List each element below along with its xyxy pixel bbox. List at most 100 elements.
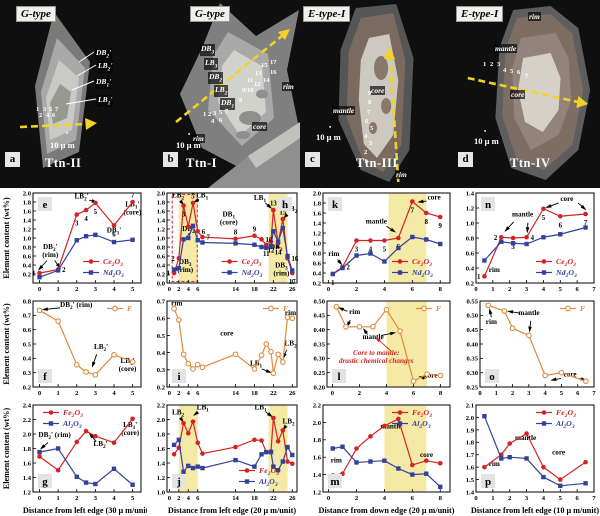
svg-text:3: 3 <box>355 247 359 254</box>
svg-text:0: 0 <box>168 390 172 397</box>
svg-text:core: core <box>560 195 573 203</box>
svg-text:2: 2 <box>355 286 359 293</box>
svg-text:4: 4 <box>112 495 116 502</box>
svg-text:F: F <box>580 304 586 313</box>
svg-text:1.9: 1.9 <box>466 427 475 434</box>
svg-text:(core): (core) <box>220 218 238 226</box>
traverse-point-number: 1 <box>203 111 207 118</box>
traverse-point-number: 17 <box>270 59 277 66</box>
svg-text:n: n <box>485 199 491 211</box>
zone-label: LB2 <box>214 85 229 97</box>
svg-text:rim: rim <box>331 456 342 464</box>
zone-label: core <box>510 90 526 99</box>
svg-text:1.8: 1.8 <box>313 437 322 444</box>
svg-text:7: 7 <box>592 286 596 293</box>
svg-text:1.6: 1.6 <box>23 460 32 467</box>
svg-text:0.6: 0.6 <box>157 316 166 323</box>
chart-grid: 0.2 0.4 0.6 0.8 1.0 1.2 1.4 1.6 1.8 2.0 0 1 2 3 4 5 DB2'… <box>0 188 600 516</box>
svg-text:Distance from left edge (20 μ: Distance from left edge (20 μ m/unit) <box>168 506 296 515</box>
svg-text:7: 7 <box>206 235 210 242</box>
chart-o-plot: 0.25 0.30 0.35 0.40 0.45 0.50 0.55 0 1 2 3 4 5 6 7 rim m… <box>466 298 596 397</box>
svg-text:core: core <box>424 372 437 380</box>
traverse-point-number: 8 <box>368 99 372 106</box>
svg-text:0: 0 <box>327 495 331 502</box>
traverse-arrow <box>388 57 400 183</box>
chart-h-plot: 0.00.20.40.60.81.01.21.41.61.82.00 2 4 6 14 1… <box>157 190 299 293</box>
svg-text:j: j <box>176 476 181 488</box>
svg-text:Nd2O3: Nd2O3 <box>411 268 433 279</box>
svg-text:4: 4 <box>383 286 387 293</box>
svg-text:Distance from left edge (10 μ: Distance from left edge (10 μ m/unit) <box>471 506 599 515</box>
chart-f-plot: 0.2 0.3 0.4 0.5 0.6 0.7 0.8 0 1 2 3 4 5 DB2' (rim) LB2… <box>2 298 142 397</box>
svg-text:1.2: 1.2 <box>23 489 32 496</box>
svg-text:0.4: 0.4 <box>157 262 166 269</box>
svg-text:0.3: 0.3 <box>23 370 32 377</box>
svg-text:rim: rim <box>328 250 339 258</box>
svg-text:6: 6 <box>411 286 415 293</box>
svg-text:1.4: 1.4 <box>23 217 32 224</box>
svg-text:26: 26 <box>289 495 296 502</box>
svg-text:5: 5 <box>131 390 135 397</box>
svg-text:15: 15 <box>279 210 286 217</box>
svg-text:LB2': LB2' <box>93 440 107 450</box>
chart-panel-k: 0.2 0.4 0.6 0.8 1.0 1.2 1.4 1.6 1.8 2.0 0 2 4 6 8 rim ma… <box>303 188 456 296</box>
chart-panel-m: 1.2 1.4 1.6 1.8 2.0 2.2 0 2 4 6 8 rim mantle core Fe2O… <box>303 400 456 516</box>
traverse-point-number: 5 <box>510 68 514 75</box>
svg-text:LB2': LB2' <box>94 343 108 353</box>
svg-text:core: core <box>428 193 441 201</box>
svg-text:mantle: mantle <box>512 210 533 218</box>
svg-text:Ce2O3: Ce2O3 <box>556 257 576 268</box>
svg-text:Nd2O3: Nd2O3 <box>241 268 263 279</box>
svg-text:1: 1 <box>331 280 335 287</box>
crystal-type-label: G-type <box>16 6 56 22</box>
svg-text:Element content (wt%): Element content (wt%) <box>2 303 11 385</box>
svg-text:1.8: 1.8 <box>313 200 322 207</box>
svg-text:6: 6 <box>411 495 415 502</box>
svg-text:DB3: DB3 <box>179 258 192 268</box>
svg-text:0.5: 0.5 <box>157 333 166 340</box>
crystal-type-label: E-type-I <box>456 6 504 22</box>
svg-text:0.2: 0.2 <box>466 280 475 287</box>
svg-text:Fe2O3: Fe2O3 <box>259 466 279 477</box>
svg-text:1.6: 1.6 <box>313 455 322 462</box>
svg-text:(rim): (rim) <box>273 270 290 278</box>
svg-text:1.2: 1.2 <box>23 226 32 233</box>
traverse-point-number: 4 <box>211 118 215 125</box>
traverse-point-number: 5 <box>370 125 374 132</box>
svg-text:LB1: LB1 <box>254 194 267 204</box>
svg-text:2: 2 <box>355 495 359 502</box>
svg-text:0.8: 0.8 <box>157 244 166 251</box>
svg-text:0.40: 0.40 <box>313 327 325 334</box>
svg-text:0.0: 0.0 <box>157 280 166 287</box>
svg-text:22: 22 <box>270 390 277 397</box>
svg-text:0.4: 0.4 <box>23 356 32 363</box>
svg-text:3: 3 <box>182 212 186 219</box>
svg-text:17: 17 <box>289 279 296 286</box>
chart-panel-p: 1.4 1.5 1.6 1.7 1.8 1.9 2.0 2.1 0 1 2 3 4 5 6 7 rim mantl… <box>456 400 600 516</box>
svg-text:rim: rim <box>171 300 182 308</box>
chart-panel-e: 0.2 0.4 0.6 0.8 1.0 1.2 1.4 1.6 1.8 2.0 0 1 2 3 4 5 DB2'… <box>0 188 147 296</box>
svg-text:7: 7 <box>592 495 596 502</box>
svg-text:3: 3 <box>525 286 529 293</box>
traverse-point-number: 7 <box>225 108 229 115</box>
svg-text:1.4: 1.4 <box>313 472 322 479</box>
svg-text:1.6: 1.6 <box>23 208 32 215</box>
svg-text:rim: rim <box>489 266 500 274</box>
traverse-point-number: 7 <box>367 109 371 116</box>
svg-text:0.6: 0.6 <box>313 260 322 267</box>
svg-text:26: 26 <box>289 286 296 293</box>
svg-text:0.50: 0.50 <box>313 298 325 305</box>
zone-label: rim <box>395 170 408 179</box>
svg-text:core: core <box>552 449 565 457</box>
svg-text:2: 2 <box>177 495 181 502</box>
svg-text:1.6: 1.6 <box>157 446 166 453</box>
svg-text:0.2: 0.2 <box>23 384 32 391</box>
svg-text:2: 2 <box>508 495 512 502</box>
traverse-point-number: 6 <box>517 69 521 76</box>
bse-panel-a: G-type 10 μ m a Ttn-II DB2' LB2' DB1' LB1' 1… <box>0 0 150 188</box>
svg-text:5: 5 <box>559 495 563 502</box>
traverse-point-number: 3 <box>43 106 47 113</box>
svg-text:1.6: 1.6 <box>313 210 322 217</box>
chart-panel-j: 1.0 1.2 1.4 1.6 1.8 2.0 2.2 0 2 4 6 14 18 22 26 LB2 LB1 L… <box>147 400 303 516</box>
chart-panel-i: 0.2 0.3 0.4 0.5 0.6 0.7 0 2 4 6 14 18 22 26 rim core LB1… <box>147 296 303 400</box>
